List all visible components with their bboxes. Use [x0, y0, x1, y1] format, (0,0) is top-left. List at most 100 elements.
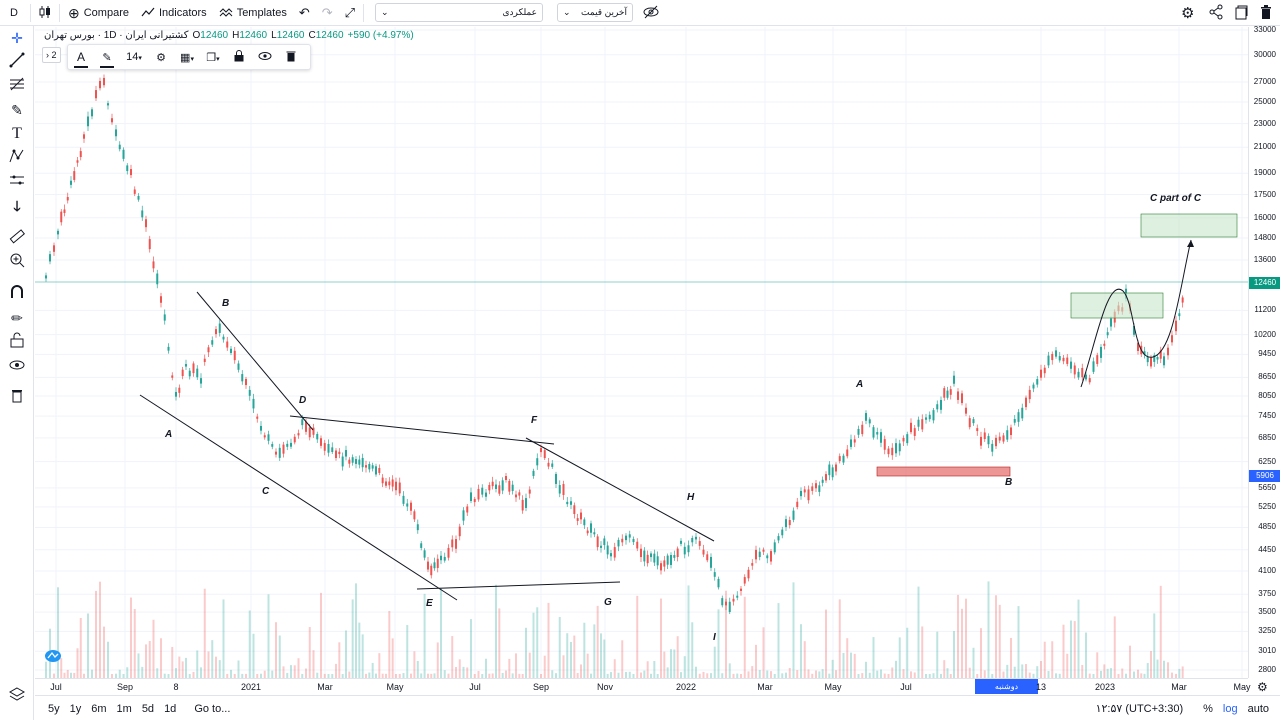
volume-bar — [1140, 673, 1143, 678]
price-source-select[interactable]: ⌄ آخرین قیمت — [557, 3, 633, 22]
hide-button[interactable] — [642, 4, 660, 23]
candle-body — [532, 470, 535, 476]
volume-bar — [825, 609, 827, 678]
divider — [363, 3, 365, 22]
zoom-tool[interactable] — [0, 252, 34, 273]
candle-body — [788, 519, 791, 526]
pattern-tool[interactable] — [0, 148, 34, 169]
object-tree-tool[interactable] — [0, 686, 34, 707]
forecast-tool[interactable] — [0, 172, 34, 193]
volume-bar — [427, 673, 429, 678]
compare-button[interactable]: ⊕ Compare — [62, 0, 135, 26]
timezone-button[interactable]: ۱۲:۵۷ (UTC+3:30) — [1095, 703, 1184, 715]
fullscreen-button[interactable]: ⤢ — [339, 0, 361, 26]
candle-body — [558, 485, 561, 494]
font-size-button[interactable]: 14▾ — [120, 51, 148, 63]
magnet-tool[interactable] — [0, 284, 34, 305]
volume-bar — [1085, 632, 1087, 678]
candle-body — [1025, 397, 1027, 408]
percent-toggle[interactable]: % — [1203, 702, 1213, 715]
font-size-value: 14 — [126, 51, 139, 63]
goto-button[interactable]: Go to... — [194, 702, 231, 715]
brush-tool[interactable]: ✎ — [0, 100, 34, 120]
candle-body — [433, 562, 436, 569]
volume-bar — [233, 673, 236, 678]
symbol-title[interactable]: کشتیرانی ایران · 1D · بورس تهران — [44, 30, 189, 41]
undo-button[interactable]: ↶ — [293, 0, 316, 26]
volume-bar — [518, 673, 521, 678]
candle-body — [736, 595, 739, 598]
candles-style-button[interactable] — [33, 0, 57, 26]
hide-drawing-button[interactable] — [252, 51, 278, 64]
candle-body — [406, 503, 409, 507]
templates-button[interactable]: Templates — [213, 0, 293, 26]
candle-body — [348, 459, 351, 464]
candle-body — [725, 601, 727, 606]
candle-body — [63, 209, 66, 213]
drawing-settings-button[interactable]: ⚙ — [148, 51, 174, 64]
volume-bar — [532, 612, 535, 678]
log-toggle[interactable]: log — [1222, 702, 1238, 715]
volume-bar — [781, 673, 784, 678]
range-5d-button[interactable]: 5d — [141, 702, 155, 715]
remove-drawing-button[interactable] — [278, 50, 304, 65]
channel-upper-line — [196, 291, 314, 431]
remove-drawings-tool[interactable] — [0, 388, 34, 408]
time-tick-label: Mar — [317, 682, 333, 692]
candle-body — [148, 239, 151, 250]
volume-bar — [260, 673, 262, 678]
range-6m-button[interactable]: 6m — [91, 702, 107, 715]
trendline-tool[interactable] — [0, 52, 34, 73]
performance-select-value: عملکردی — [502, 7, 537, 17]
volume-bar — [241, 673, 244, 678]
delete-button[interactable] — [1260, 5, 1272, 23]
ruler-tool[interactable] — [0, 228, 34, 249]
price-chart[interactable]: A B C D E F G H I A B C part of C — [35, 27, 1248, 678]
line-color-button[interactable]: ✎ — [94, 51, 120, 68]
candle-body — [606, 545, 609, 555]
price-tick-label: 5650 — [1258, 482, 1276, 492]
performance-select[interactable]: ⌄ عملکردی — [375, 3, 543, 22]
volume-bar — [917, 586, 920, 678]
candle-body — [717, 578, 720, 588]
volume-bar — [286, 672, 289, 678]
forecast-icon — [9, 175, 25, 191]
volume-bar — [218, 660, 221, 678]
fib-tool[interactable] — [0, 76, 34, 97]
lock-drawings-tool[interactable] — [0, 332, 34, 353]
auto-toggle[interactable]: auto — [1247, 702, 1269, 715]
text-tool[interactable]: T — [0, 124, 34, 144]
volume-bar — [1103, 664, 1106, 678]
arrow-tool[interactable]: 🡓 — [0, 196, 34, 216]
hide-drawings-tool[interactable] — [0, 356, 34, 376]
clone-button[interactable]: ❐▾ — [200, 51, 226, 64]
candle-body — [976, 428, 979, 432]
settings-button[interactable]: ⚙ — [1181, 4, 1194, 22]
interval-button[interactable]: D — [10, 6, 18, 19]
time-tick-label: Sep — [532, 682, 550, 692]
stay-drawing-tool[interactable]: ✏ — [0, 308, 34, 328]
time-settings-button[interactable]: ⚙ — [1257, 680, 1268, 694]
indicators-button[interactable]: Indicators — [135, 0, 213, 26]
text-color-button[interactable]: A — [68, 50, 94, 68]
lock-drawing-button[interactable] — [226, 49, 252, 65]
unlock-icon — [10, 332, 24, 351]
volume-bar — [913, 672, 916, 678]
redo-button[interactable]: ↷ — [316, 0, 339, 26]
template-button[interactable]: ▦▾ — [174, 51, 200, 64]
candle-body — [60, 211, 63, 223]
share-button[interactable] — [1209, 4, 1223, 23]
candle-body — [371, 465, 374, 469]
range-1m-button[interactable]: 1m — [116, 702, 132, 715]
snapshot-button[interactable] — [1235, 5, 1248, 23]
time-scale[interactable]: دوشنبه ۱۴۰۱/۰۹/۲۵ ⚙ Jul Sep 8 2021 Mar May Jul… — [35, 678, 1268, 706]
volume-bar — [1055, 673, 1057, 678]
range-5y-button[interactable]: 5y — [48, 702, 60, 715]
candle-body — [1002, 435, 1005, 442]
candle-body — [118, 144, 121, 150]
range-1d-button[interactable]: 1d — [164, 702, 177, 715]
collapse-legend-button[interactable]: › 2 — [42, 47, 61, 63]
crosshair-tool[interactable]: ✛ — [0, 28, 34, 48]
price-scale[interactable]: 33000 30000 27000 25000 23000 21000 19000 17500… — [1248, 25, 1280, 678]
range-1y-button[interactable]: 1y — [69, 702, 82, 715]
